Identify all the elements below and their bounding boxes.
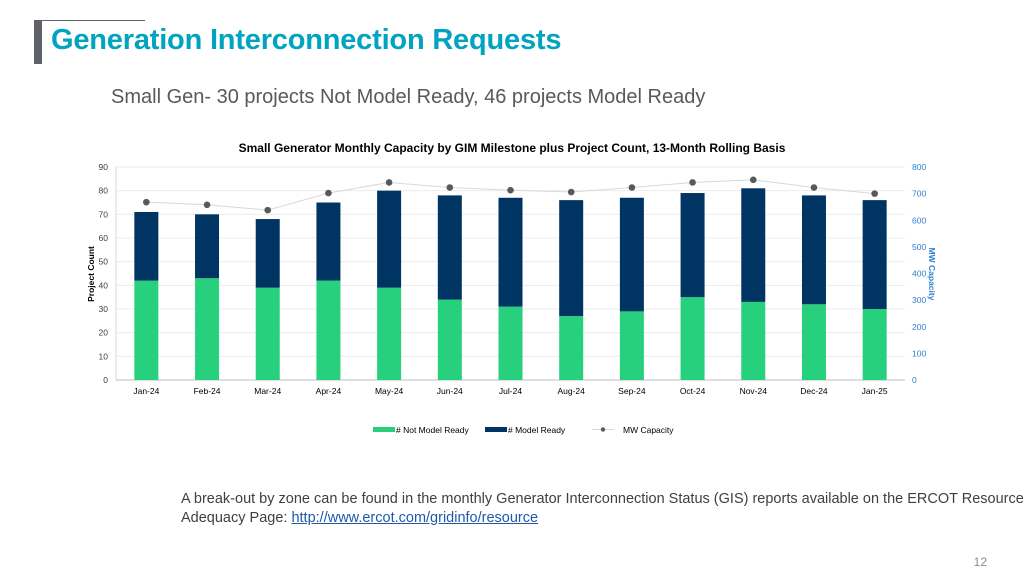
bar-model-ready: [801, 195, 826, 305]
y-tick-label: 70: [99, 209, 109, 219]
y2-tick-label: 500: [912, 242, 926, 252]
mw-capacity-point: [749, 176, 757, 184]
legend-swatch: [485, 427, 507, 432]
x-tick-label: Mar-24: [254, 386, 281, 396]
combo-chart: Small Generator Monthly Capacity by GIM …: [86, 141, 937, 435]
y2-tick-label: 800: [912, 162, 926, 172]
resource-link[interactable]: http://www.ercot.com/gridinfo/resource: [291, 510, 539, 526]
legend-marker: [600, 427, 606, 432]
bar-not-model-ready: [377, 287, 402, 380]
y2-axis-title: MW Capacity: [927, 248, 937, 301]
bar-model-ready: [741, 188, 766, 302]
y-tick-label: 50: [99, 257, 109, 267]
bar-model-ready: [437, 195, 462, 300]
title-rule: [34, 20, 145, 21]
bar-not-model-ready: [316, 280, 341, 380]
page-subtitle: Small Gen- 30 projects Not Model Ready, …: [111, 86, 706, 108]
x-tick-label: Apr-24: [316, 386, 342, 396]
y-tick-label: 20: [99, 328, 109, 338]
mw-capacity-point: [264, 206, 272, 214]
bar-model-ready: [559, 200, 584, 317]
y2-tick-label: 600: [912, 215, 926, 225]
mw-capacity-point: [446, 184, 454, 191]
x-tick-label: Jul-24: [499, 386, 522, 396]
page-number: 12: [973, 555, 987, 569]
x-tick-label: May-24: [375, 386, 404, 396]
bar-model-ready: [619, 197, 644, 312]
bar-model-ready: [862, 200, 887, 309]
legend-swatch: [373, 427, 395, 432]
bar-not-model-ready: [134, 280, 159, 380]
x-tick-label: Aug-24: [557, 386, 585, 396]
mw-capacity-point: [689, 179, 696, 186]
legend-label: # Not Model Ready: [396, 425, 470, 435]
bar-not-model-ready: [437, 299, 462, 380]
y2-tick-label: 0: [912, 375, 917, 385]
y-tick-label: 80: [99, 186, 109, 196]
y-tick-label: 30: [99, 304, 109, 314]
legend-label: # Model Ready: [508, 425, 566, 435]
bar-not-model-ready: [195, 278, 220, 380]
bar-model-ready: [680, 193, 705, 298]
bar-not-model-ready: [255, 287, 280, 380]
x-tick-label: Oct-24: [680, 386, 706, 396]
mw-capacity-point: [810, 184, 818, 191]
mw-capacity-point: [203, 201, 211, 209]
bar-model-ready: [255, 219, 280, 288]
title-accent-bar: [34, 20, 42, 64]
x-tick-label: Nov-24: [740, 386, 768, 396]
bar-not-model-ready: [498, 306, 523, 380]
mw-capacity-point: [143, 198, 150, 206]
bar-not-model-ready: [862, 309, 887, 380]
chart-title: Small Generator Monthly Capacity by GIM …: [239, 141, 786, 155]
bar-not-model-ready: [801, 304, 826, 380]
mw-capacity-point: [871, 190, 878, 197]
bar-model-ready: [134, 211, 159, 281]
bar-not-model-ready: [619, 311, 644, 380]
mw-capacity-point: [628, 184, 636, 191]
y-tick-label: 60: [99, 233, 109, 243]
legend-label: MW Capacity: [623, 425, 674, 435]
bar-model-ready: [377, 190, 402, 288]
footnote-text: A break-out by zone can be found in the …: [181, 491, 1024, 526]
mw-capacity-point: [507, 186, 514, 194]
y-tick-label: 90: [99, 162, 109, 172]
mw-capacity-point: [325, 189, 332, 197]
x-tick-label: Jan-24: [133, 386, 159, 396]
mw-capacity-point: [567, 188, 575, 196]
page-title: Generation Interconnection Requests: [51, 24, 562, 56]
y-tick-label: 10: [99, 351, 109, 361]
x-tick-label: Sep-24: [618, 386, 646, 396]
x-tick-label: Dec-24: [800, 386, 828, 396]
x-tick-label: Jan-25: [862, 386, 888, 396]
bar-model-ready: [316, 202, 341, 281]
mw-capacity-point: [385, 179, 393, 186]
y-tick-label: 0: [103, 375, 108, 385]
y2-tick-label: 300: [912, 295, 926, 305]
y2-tick-label: 200: [912, 322, 926, 332]
bar-not-model-ready: [741, 301, 766, 380]
x-tick-label: Jun-24: [437, 386, 463, 396]
bar-not-model-ready: [559, 316, 584, 380]
y2-tick-label: 700: [912, 189, 926, 199]
x-tick-label: Feb-24: [194, 386, 221, 396]
y2-tick-label: 100: [912, 348, 926, 358]
y-axis-title: Project Count: [86, 246, 96, 302]
y-tick-label: 40: [99, 280, 109, 290]
footnote: A break-out by zone can be found in the …: [181, 490, 1024, 528]
bar-model-ready: [498, 197, 523, 307]
y2-tick-label: 400: [912, 269, 926, 279]
bar-model-ready: [195, 214, 220, 279]
bar-not-model-ready: [680, 297, 705, 380]
